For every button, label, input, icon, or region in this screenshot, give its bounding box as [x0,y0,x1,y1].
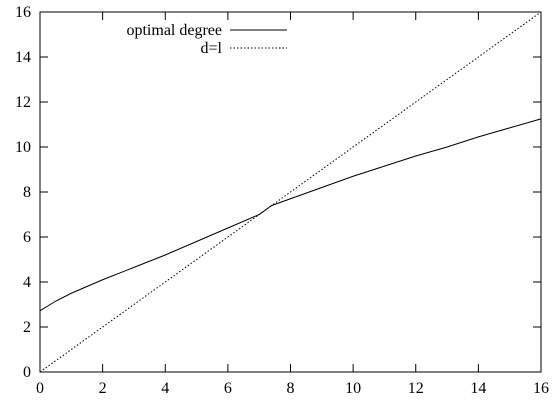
y-tick-label: 16 [15,4,31,21]
series-layer [39,11,542,373]
y-tick-label: 0 [23,364,31,381]
x-tick-label: 8 [287,380,295,397]
y-tick-label: 2 [23,319,31,336]
y-tick-label: 12 [15,94,31,111]
y-tick-label: 10 [15,139,31,156]
x-tick-label: 4 [161,380,169,397]
legend-label: optimal degree [126,22,222,39]
x-tick-label: 16 [533,380,549,397]
y-tick-label: 6 [23,229,31,246]
series-line-0 [39,118,542,312]
x-tick-label: 2 [99,380,107,397]
x-tick-label: 0 [36,380,44,397]
legend-label: d=l [201,40,223,57]
x-tick-label: 10 [345,380,361,397]
ticks-layer: 0 2 4 6 8 10 12 14 16 0 2 4 6 8 10 12 14 16 [15,4,549,397]
x-tick-label: 12 [408,380,424,397]
x-tick-label: 14 [470,380,486,397]
series-line-1 [39,11,542,373]
y-tick-label: 8 [23,184,31,201]
y-tick-label: 4 [23,274,31,291]
x-tick-label: 6 [224,380,232,397]
y-tick-label: 14 [15,49,31,66]
